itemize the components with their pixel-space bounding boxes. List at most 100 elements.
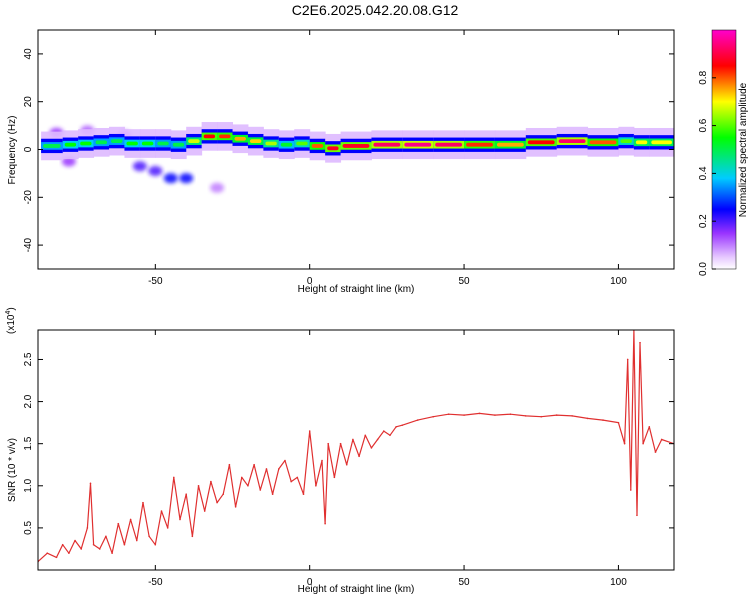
snr-point	[327, 442, 330, 445]
snr-ytick-label: 0.5	[23, 521, 34, 535]
snr-point	[389, 434, 391, 437]
spectrogram-core	[280, 142, 293, 147]
spectrogram-core	[172, 142, 185, 147]
snr-point	[129, 518, 132, 521]
spectrogram-core	[249, 139, 262, 144]
snr-point	[92, 543, 95, 546]
snr-point	[222, 493, 225, 496]
snr-scale-exponent: 4	[5, 311, 12, 315]
spectrogram-core	[43, 144, 61, 148]
snr-point	[540, 415, 543, 418]
snr-scale-base: (x10	[6, 314, 17, 334]
snr-point	[240, 476, 243, 479]
snr-point	[571, 415, 573, 417]
spectrogram-core	[219, 134, 231, 139]
spectrogram-ytick-label: 0	[23, 146, 34, 152]
spectrogram-xtick-label: 0	[307, 276, 313, 287]
snr-point	[173, 476, 175, 479]
snr-point	[247, 484, 249, 487]
spectrogram-xlabel: Height of straight line (km)	[298, 284, 415, 295]
snr-point	[265, 468, 268, 470]
snr-point	[626, 358, 629, 361]
snr-point	[345, 463, 348, 466]
snr-marks	[38, 330, 674, 563]
spectrogram-panel: -50 0 50 100 -40 -20 0 20 40 Height of straight …	[7, 29, 675, 295]
snr-xtick-label: 0	[307, 577, 313, 588]
snr-xtick-label: 50	[458, 577, 470, 588]
spectrogram-marks	[41, 122, 674, 193]
snr-point	[80, 548, 83, 550]
spectrogram-core	[265, 141, 277, 146]
snr-point	[364, 434, 367, 437]
snr-point	[154, 543, 157, 546]
spectrogram-core	[620, 139, 632, 144]
snr-point	[105, 535, 107, 538]
colorbar-label: Normalized spectral amplitude	[738, 82, 749, 217]
snr-point	[395, 426, 397, 428]
snr-point	[296, 476, 299, 479]
snr-point	[166, 527, 169, 529]
snr-ytick-label: 2.0	[23, 394, 34, 408]
snr-point	[86, 527, 89, 529]
chart-title: C2E6.2025.042.20.08.G12	[291, 2, 459, 18]
spectrogram-core	[64, 142, 77, 147]
spectrogram-blob	[132, 161, 147, 172]
snr-point	[191, 535, 194, 538]
snr-point	[89, 482, 92, 485]
spectrogram-core	[496, 142, 524, 147]
spectrogram-blob	[148, 166, 163, 177]
spectrogram-core	[435, 142, 463, 147]
spectrogram-core	[327, 146, 339, 151]
snr-point	[648, 426, 651, 428]
snr-point	[617, 421, 620, 424]
snr-point	[509, 413, 512, 416]
snr-point	[525, 415, 527, 417]
spectrogram-ylabel: Frequency (Hz)	[7, 116, 18, 185]
snr-point	[324, 522, 326, 525]
colorbar-tick-label: 0.4	[698, 166, 709, 180]
snr-point	[290, 480, 292, 483]
snr-point	[315, 484, 317, 487]
snr-point	[555, 414, 558, 416]
snr-ylabel: SNR (10 * v/v)	[7, 438, 18, 502]
snr-ytick-label: 1.5	[23, 436, 34, 450]
snr-point	[253, 463, 255, 466]
spectrogram-xtick-label: -50	[148, 276, 163, 287]
colorbar: 0.0 0.2 0.4 0.6 0.8 Normalized spectral ampl…	[698, 29, 749, 276]
snr-scale-label: (x104)	[5, 307, 17, 334]
spectrogram-core	[203, 134, 216, 139]
spectrogram-core	[111, 139, 123, 144]
snr-point	[494, 414, 496, 416]
spectrogram-core	[651, 140, 672, 145]
snr-point	[111, 552, 113, 554]
spectrogram-core	[342, 144, 370, 148]
snr-point	[586, 417, 589, 420]
spectrogram-core	[589, 140, 617, 145]
snr-point	[46, 552, 49, 554]
snr-point	[271, 493, 274, 496]
snr-point	[135, 539, 138, 542]
spectrogram-core	[311, 144, 324, 148]
snr-scale-close: )	[6, 307, 17, 310]
snr-point	[370, 447, 373, 449]
spectrogram-core	[157, 141, 169, 146]
snr-point	[210, 480, 212, 483]
snr-point	[401, 424, 404, 426]
snr-point	[602, 419, 604, 421]
spectrogram-core	[141, 141, 154, 146]
snr-axes: -50 0 50 100 0.5 1.0 1.5 2.0 2.5	[23, 330, 674, 588]
colorbar-tick-label: 0.0	[698, 262, 709, 276]
snr-point	[339, 442, 342, 445]
spectrogram-core	[296, 141, 308, 146]
snr-point	[376, 438, 379, 441]
snr-point	[352, 438, 354, 441]
snr-point	[98, 548, 101, 550]
snr-point	[447, 413, 450, 416]
snr-point	[382, 430, 385, 432]
snr-point	[308, 430, 311, 432]
snr-point	[358, 455, 360, 458]
snr-point	[216, 501, 218, 504]
snr-point	[623, 442, 626, 445]
snr-point	[123, 543, 126, 546]
